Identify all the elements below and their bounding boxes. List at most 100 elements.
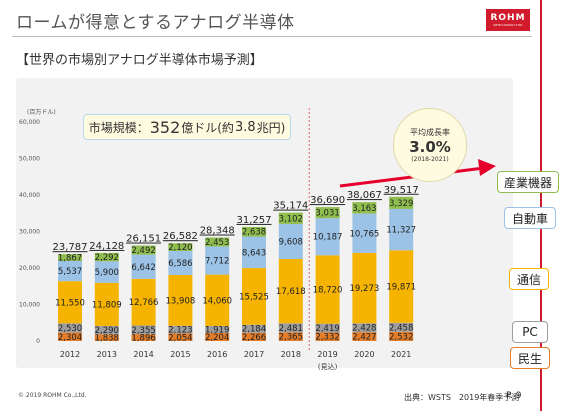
market-prefix: 市場規模： (88, 120, 149, 135)
bar-segment (168, 250, 193, 275)
data-label: 1,838 (95, 334, 119, 344)
data-label: 3,102 (279, 214, 303, 224)
data-label: 2,266 (242, 333, 266, 343)
data-label: 15,525 (239, 292, 269, 302)
y-tick-label: 50,000 (19, 156, 40, 163)
data-label: 1,919 (205, 325, 229, 335)
data-label: 8,643 (242, 248, 266, 258)
bar-segment (389, 196, 414, 209)
data-label: 2,428 (352, 324, 376, 334)
forecast-label: (見込) (318, 362, 338, 371)
right-accent-line (540, 0, 542, 411)
total-label: 23,787 (53, 242, 88, 253)
total-label: 24,128 (89, 241, 124, 252)
data-label: 12,766 (129, 298, 159, 308)
data-label: 2,458 (389, 323, 413, 333)
data-label: 6,586 (168, 259, 192, 269)
data-label: 7,712 (205, 257, 229, 267)
bar-segment (389, 208, 414, 251)
data-label: 2,365 (279, 333, 303, 343)
bar-segment (315, 323, 340, 333)
total-label: 26,151 (126, 234, 161, 245)
data-label: 2,120 (168, 243, 192, 253)
bar-segment (131, 245, 156, 255)
data-label: 2,184 (242, 325, 266, 335)
bar-segment (389, 250, 414, 323)
bar-segment (131, 325, 156, 335)
data-label: 1,867 (58, 254, 82, 264)
data-label: 11,809 (92, 300, 122, 310)
legend-tsushin: 通信 (509, 268, 549, 290)
y-tick-label: 10,000 (19, 302, 40, 309)
data-label: 13,908 (166, 296, 196, 306)
data-label: 3,329 (389, 199, 413, 209)
bar-segment (131, 254, 156, 279)
data-label: 5,537 (58, 267, 82, 277)
bar-segment (205, 274, 230, 326)
x-tick-label: 2013 (97, 350, 117, 359)
total-label: 38,067 (347, 190, 382, 201)
data-label: 2,204 (205, 333, 229, 343)
legend-jidosha: 自動車 (504, 207, 556, 229)
data-label: 3,031 (315, 209, 339, 219)
total-label: 36,690 (310, 195, 345, 206)
x-tick-label: 2016 (207, 350, 227, 359)
bar-segment (168, 325, 193, 334)
y-tick-label: 20,000 (19, 265, 40, 272)
bar-segment (242, 332, 266, 341)
bar-segment (131, 278, 156, 326)
bar-segment (278, 212, 303, 224)
data-label: 2,290 (95, 326, 119, 336)
bar-segment (352, 213, 377, 253)
bar-segment (389, 331, 414, 341)
bar-segment (315, 255, 340, 324)
data-label: 2,453 (205, 238, 229, 248)
x-tick-label: 2020 (354, 350, 374, 359)
legend-minsei: 民生 (510, 347, 550, 369)
chart-subtitle: 【世界の市場別アナログ半導体市場予測】 (16, 53, 263, 68)
bar-segment (242, 324, 266, 333)
bar-segment (94, 261, 119, 283)
title-divider (12, 36, 532, 37)
total-label: 35,174 (273, 201, 308, 212)
x-tick-label: 2014 (133, 350, 153, 359)
market-value: 352 (149, 117, 181, 137)
bar-segment (58, 332, 82, 341)
total-label: 26,582 (163, 231, 198, 242)
data-label: 11,327 (386, 226, 416, 236)
bar-segment (315, 207, 340, 219)
bar-segment (94, 334, 119, 341)
bar-segment (58, 254, 82, 261)
bar-segment (94, 325, 119, 335)
bar-segment (205, 246, 230, 275)
bar-segment (94, 282, 119, 326)
data-label: 2,332 (315, 333, 339, 343)
data-label: 18,720 (313, 285, 343, 295)
data-label: 2,419 (315, 324, 339, 334)
bar-segment (205, 237, 230, 247)
bar-segment (315, 332, 340, 341)
data-label: 17,618 (276, 287, 306, 297)
bar-segment (242, 236, 266, 269)
bar-segment (315, 218, 340, 256)
data-label: 2,427 (352, 333, 376, 343)
legend-sangyo: 産業機器 (497, 171, 559, 193)
data-label: 2,492 (131, 246, 155, 256)
data-label: 10,765 (350, 229, 380, 239)
bar-segment (168, 333, 193, 341)
y-tick-label: 60,000 (19, 119, 40, 126)
logo-subtext: SEMICONDUCTOR (493, 23, 523, 27)
bar-segment (278, 332, 303, 341)
bar-segment (131, 334, 156, 341)
page-number: P. 9 (506, 391, 522, 401)
data-label: 2,292 (95, 253, 119, 263)
bar-segment (58, 260, 82, 282)
source-note: 出典：WSTS 2019年春季予測 (404, 393, 520, 402)
cagr-period: (2018-2021) (411, 156, 449, 163)
bar-segment (389, 322, 414, 332)
bar-segment (58, 323, 82, 333)
x-tick-label: 2021 (391, 350, 411, 359)
total-label: 39,517 (384, 185, 419, 196)
x-tick-label: 2012 (60, 350, 80, 359)
logo-text: ROHM (490, 13, 526, 23)
